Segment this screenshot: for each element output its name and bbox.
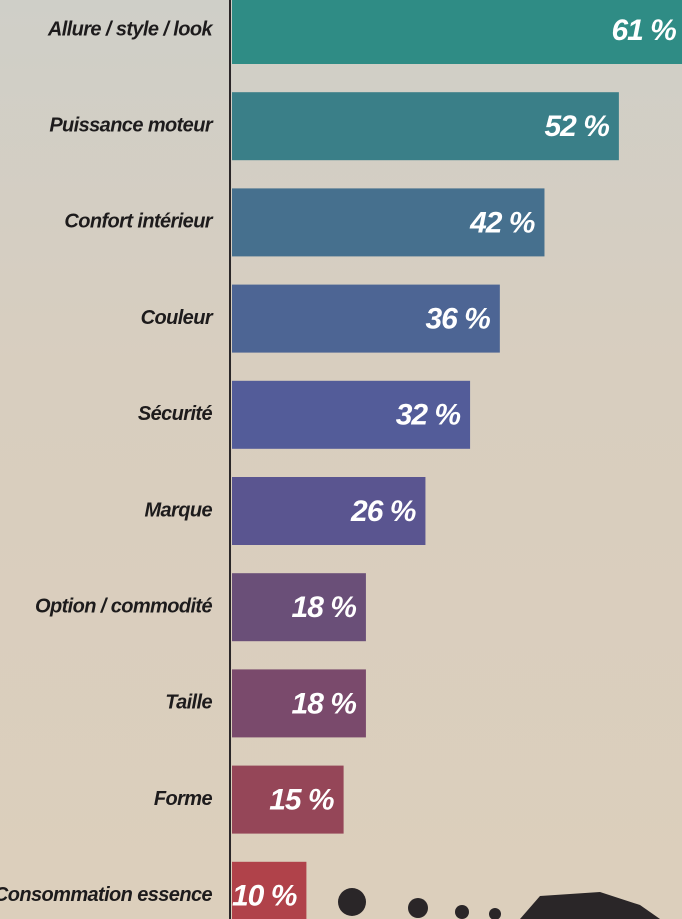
category-label: Allure / style / look: [47, 18, 214, 40]
bar: [232, 92, 619, 161]
bar: [232, 188, 545, 257]
value-label: 26 %: [350, 495, 416, 528]
category-label: Marque: [144, 499, 212, 521]
decoration-cars: [338, 888, 660, 919]
category-label: Consommation essence: [0, 884, 212, 906]
bar: [232, 861, 307, 919]
value-label: 18 %: [292, 687, 357, 720]
bar: [232, 0, 682, 64]
bar: [232, 573, 366, 642]
bar: [232, 284, 500, 353]
bar: [232, 765, 344, 834]
value-label: 18 %: [292, 591, 357, 624]
category-label: Taille: [165, 692, 212, 714]
bar: [232, 669, 366, 738]
category-label: Forme: [154, 788, 213, 810]
value-label: 10 %: [232, 880, 297, 913]
category-label: Puissance moteur: [49, 114, 214, 136]
category-label: Couleur: [141, 307, 214, 329]
value-label: 52 %: [544, 110, 609, 143]
bar: [232, 477, 426, 545]
value-label: 36 %: [425, 303, 490, 336]
value-label: 15 %: [269, 784, 334, 817]
value-label: 32 %: [396, 399, 461, 432]
value-label: 61 %: [611, 14, 676, 47]
bar: [232, 380, 471, 449]
category-label: Option / commodité: [35, 595, 212, 617]
value-label: 42 %: [469, 206, 535, 239]
category-label: Confort intérieur: [64, 211, 213, 233]
category-label: Sécurité: [138, 403, 213, 425]
